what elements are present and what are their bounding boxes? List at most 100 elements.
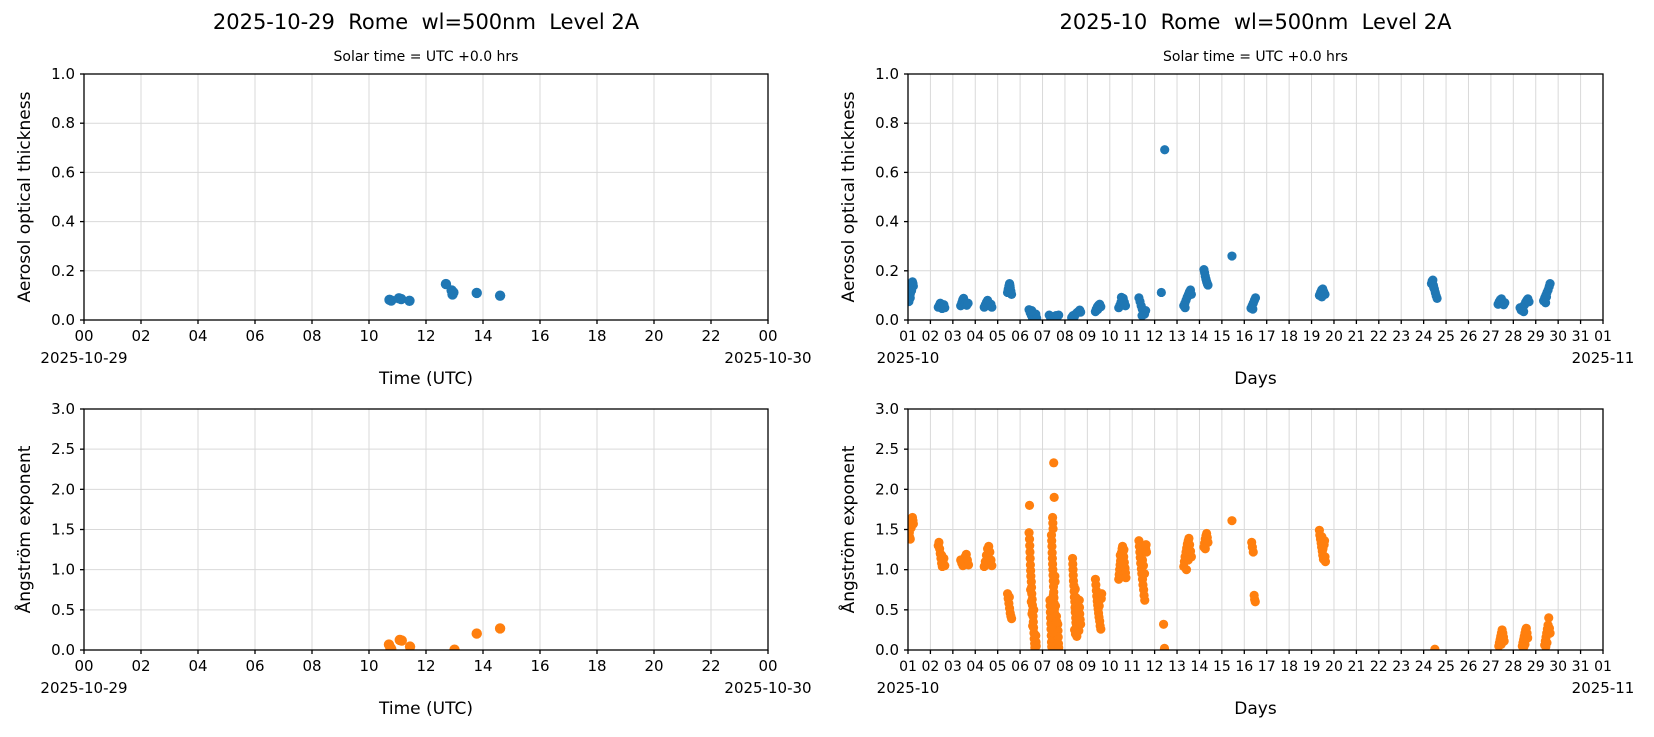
- x-tick-label: 30: [1549, 329, 1567, 345]
- data-point: [1545, 628, 1555, 638]
- data-point: [1140, 595, 1150, 605]
- data-point: [1116, 292, 1127, 302]
- data-point: [1137, 310, 1147, 320]
- data-point: [1250, 293, 1261, 303]
- y-tick-label: 0.2: [51, 262, 75, 280]
- data-point: [1317, 532, 1327, 542]
- x-axis-end-date: 2025-11: [1572, 349, 1635, 367]
- x-tick-label: 04: [188, 657, 207, 675]
- y-tick-label: 0.0: [875, 641, 899, 659]
- data-point: [1076, 619, 1086, 629]
- data-point: [1317, 292, 1327, 302]
- data-point: [1049, 458, 1059, 468]
- x-axis-start-date: 2025-10: [877, 679, 940, 697]
- data-point: [1496, 639, 1506, 649]
- data-point: [940, 561, 950, 571]
- data-point: [987, 561, 997, 571]
- aerosol-optical-thickness-points: [384, 278, 506, 307]
- x-tick-label: 19: [1303, 329, 1321, 345]
- data-point: [396, 293, 407, 305]
- y-tick-label: 0.4: [875, 213, 899, 231]
- y-tick-label: 1.0: [51, 65, 75, 83]
- data-point: [1248, 547, 1258, 557]
- y-tick-label: 3.0: [875, 400, 899, 418]
- data-point: [1031, 630, 1041, 641]
- gridlines: [907, 73, 1604, 321]
- x-tick-label: 14: [1191, 329, 1209, 345]
- data-point: [1093, 305, 1103, 315]
- data-point: [404, 295, 415, 307]
- axes-spines: [904, 73, 1604, 324]
- y-tick-label: 1.5: [875, 521, 899, 539]
- data-point: [396, 635, 407, 646]
- x-tick-label: 08: [302, 657, 321, 675]
- data-point: [1031, 641, 1041, 650]
- x-tick-label: 23: [1392, 659, 1410, 675]
- data-point: [1048, 590, 1058, 600]
- data-point: [1227, 516, 1237, 526]
- y-tick-label: 0.8: [875, 114, 899, 132]
- data-point: [1524, 297, 1534, 307]
- x-tick-label: 28: [1504, 329, 1522, 345]
- y-tick-label: 2.0: [51, 480, 75, 498]
- data-point: [1032, 313, 1042, 320]
- angstrom-exponent-points: [908, 458, 1555, 650]
- y-tick-label: 0.0: [875, 311, 899, 329]
- x-tick-label: 09: [1078, 659, 1096, 675]
- data-point: [1029, 605, 1039, 615]
- data-point: [937, 550, 947, 560]
- data-point: [1183, 555, 1193, 565]
- x-tick-label: 13: [1168, 329, 1186, 345]
- data-point: [908, 293, 915, 303]
- x-tick-label: 08: [302, 327, 321, 345]
- x-tick-label: 20: [1325, 329, 1343, 345]
- angstrom-daily-plot: 00 02 04 06 08 10 12 14 16 18 20 22 000.00.51.01.52.…: [13, 400, 812, 719]
- x-tick-label: 10: [359, 657, 378, 675]
- data-point: [1141, 540, 1151, 550]
- x-axis-end-date: 2025-10-30: [724, 349, 811, 367]
- data-point: [940, 303, 950, 313]
- x-tick-label: 02: [922, 329, 940, 345]
- x-tick-label: 11: [1123, 329, 1141, 345]
- data-point: [1200, 544, 1210, 554]
- x-tick-label: 25: [1437, 329, 1455, 345]
- x-tick-label: 18: [587, 327, 606, 345]
- x-axis-start-date: 2025-10-29: [40, 679, 127, 697]
- x-tick-label: 20: [1325, 659, 1343, 675]
- x-axis-start-date: 2025-10: [877, 349, 940, 367]
- x-tick-label: 04: [188, 327, 207, 345]
- x-tick-label: 02: [131, 327, 150, 345]
- x-tick-label: 25: [1437, 659, 1455, 675]
- data-point: [1024, 534, 1035, 544]
- data-point: [1026, 585, 1036, 595]
- data-point: [1070, 584, 1080, 594]
- data-point: [1026, 597, 1036, 607]
- x-tick-label: 04: [966, 329, 984, 345]
- x-axis-title: Time (UTC): [378, 369, 473, 389]
- aot-monthly-plot: 01 02 03 04 05 06 07 08 09 10 11 12 13 14 15 16 17 18 19 20…: [839, 65, 1634, 389]
- right-chart-subtitle: Solar time = UTC +0.0 hrs: [1163, 49, 1348, 65]
- y-tick-label: 0.5: [51, 601, 75, 619]
- angstrom-monthly-plot: 01 02 03 04 05 06 07 08 09 10 11 12 13 14 15 16 17 18 19 20…: [837, 400, 1634, 719]
- data-point: [471, 287, 482, 299]
- data-point: [1519, 307, 1529, 317]
- data-point: [1028, 621, 1038, 631]
- data-point: [987, 302, 997, 312]
- axis-labels: 00 02 04 06 08 10 12 14 16 18 20 22 000.00.51.01.52.…: [13, 400, 812, 719]
- x-tick-label: 17: [1258, 659, 1276, 675]
- data-point: [1432, 293, 1442, 303]
- x-tick-label: 28: [1504, 659, 1522, 675]
- x-tick-label: 24: [1415, 659, 1433, 675]
- data-point: [448, 287, 459, 298]
- x-tick-label: 12: [416, 657, 435, 675]
- data-point: [1430, 644, 1440, 650]
- data-point: [1096, 624, 1106, 634]
- x-tick-label: 05: [989, 329, 1007, 345]
- data-point: [1117, 558, 1127, 568]
- data-point: [1054, 310, 1064, 320]
- axis-labels: 01 02 03 04 05 06 07 08 09 10 11 12 13 14 15 16 17 18 19 20…: [839, 65, 1634, 389]
- x-tick-label: 08: [1056, 659, 1074, 675]
- aot-daily-plot: 00 02 04 06 08 10 12 14 16 18 20 22 000.00.20.40.60.…: [15, 65, 812, 389]
- x-tick-label: 20: [644, 657, 663, 675]
- data-point: [1541, 642, 1551, 650]
